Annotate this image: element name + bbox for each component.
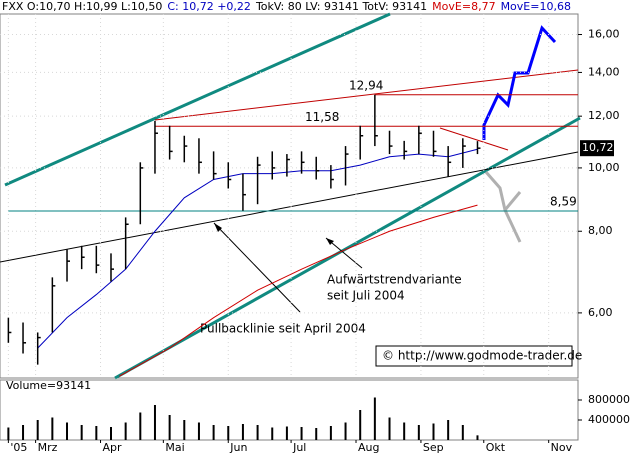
copyright-box (375, 345, 573, 367)
y-tick-label: 12,00 (588, 109, 620, 122)
y-tick-label: 16,00 (588, 28, 620, 41)
y-tick-label: 14,00 (588, 65, 620, 78)
note: Aufwärtstrendvariante (327, 273, 462, 287)
volume-tick-label: 400000 (588, 413, 630, 426)
last-price-label: 10,72 (582, 141, 614, 154)
y-tick-label: 6,00 (588, 306, 613, 319)
volume-tick-label: 800000 (588, 393, 630, 406)
projection-down (503, 191, 522, 211)
header-text: MovE=10,68 (501, 0, 571, 13)
x-tick-label: Jul (292, 441, 306, 454)
y-tick-label: 10,00 (588, 161, 620, 174)
x-tick-label: Mai (165, 441, 184, 454)
x-tick-label: Aug (358, 441, 379, 454)
pointer-head (214, 223, 222, 232)
volume-label: Volume=93141 (6, 379, 91, 392)
pullback-line (0, 151, 579, 263)
note: seit Juli 2004 (327, 289, 405, 303)
x-tick-label: '05 (10, 441, 27, 454)
x-tick-label: Jun (229, 441, 247, 454)
trend-channel-upper (4, 12, 391, 187)
moving-average (119, 204, 478, 377)
copyright: © http://www.godmode-trader.de (382, 349, 582, 363)
header-text: FXX O:10,70 H:10,99 L:10,50 (2, 0, 162, 13)
pointer-head (326, 238, 334, 245)
header-text: C: 10,72 +0,22 (167, 0, 251, 13)
x-tick-label: Okt (486, 441, 506, 454)
x-tick-label: Sep (423, 441, 444, 454)
x-tick-label: Mrz (38, 441, 58, 454)
header-text: MovE=8,77 (432, 0, 495, 13)
pointer (213, 222, 301, 313)
note: Pullbacklinie seit April 2004 (200, 322, 366, 336)
x-tick-label: Apr (103, 441, 123, 454)
header-text: TokV: 80 LV: 93141 TotV: 93141 (255, 0, 427, 13)
projection-up (482, 25, 557, 140)
level-label: 12,94 (349, 78, 383, 92)
y-tick-label: 8,00 (588, 224, 613, 237)
last-price-box (580, 140, 614, 157)
short-line (439, 127, 509, 151)
drawings (0, 12, 581, 380)
plot-frame (0, 13, 579, 379)
resistance-line (154, 69, 579, 121)
x-tick-label: Nov (551, 441, 573, 454)
level-label: 11,58 (305, 110, 339, 124)
projection-down (484, 171, 522, 243)
trend-channel-lower (114, 116, 581, 380)
level-label: 8,59 (550, 195, 577, 209)
